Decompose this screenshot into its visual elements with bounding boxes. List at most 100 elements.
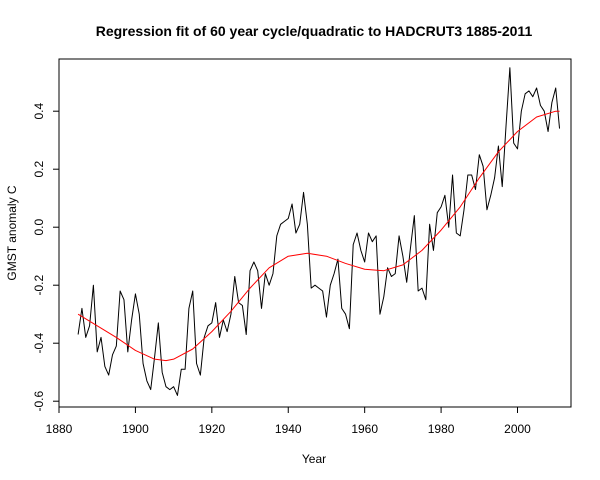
data-point (364, 269, 365, 270)
data-point (292, 204, 293, 205)
data-point (353, 244, 354, 245)
data-point (548, 131, 549, 132)
data-point (173, 386, 174, 387)
data-point (265, 273, 266, 274)
data-point (334, 273, 335, 274)
data-point (269, 285, 270, 286)
y-axis-label: GMST anomaly C (5, 185, 19, 280)
data-point (536, 117, 537, 118)
x-tick-label: 1980 (428, 422, 455, 436)
data-point (227, 331, 228, 332)
x-tick-label: 1960 (351, 422, 378, 436)
data-point (315, 285, 316, 286)
data-point (326, 256, 327, 257)
data-point (192, 349, 193, 350)
data-point (311, 288, 312, 289)
data-point (246, 334, 247, 335)
data-point (276, 235, 277, 236)
data-point (395, 273, 396, 274)
data-point (318, 288, 319, 289)
data-point (173, 359, 174, 360)
data-point (467, 175, 468, 176)
data-point (521, 111, 522, 112)
data-point (261, 308, 262, 309)
data-point (513, 143, 514, 144)
data-point (456, 233, 457, 234)
data-point (93, 285, 94, 286)
data-point (452, 175, 453, 176)
data-point (437, 212, 438, 213)
data-point (341, 308, 342, 309)
data-point (101, 337, 102, 338)
data-point (410, 247, 411, 248)
data-point (464, 209, 465, 210)
data-point (131, 320, 132, 321)
data-point (559, 128, 560, 129)
data-point (479, 177, 480, 178)
data-point (536, 88, 537, 89)
y-tick-label: 0.0 (32, 219, 46, 236)
data-point (116, 346, 117, 347)
data-point (78, 314, 79, 315)
series-0 (77, 67, 561, 396)
data-point (78, 334, 79, 335)
series-layer (77, 67, 561, 396)
data-point (116, 337, 117, 338)
data-point (146, 380, 147, 381)
data-point (460, 235, 461, 236)
data-point (555, 88, 556, 89)
data-point (284, 221, 285, 222)
data-point (150, 389, 151, 390)
data-point (345, 314, 346, 315)
data-point (322, 291, 323, 292)
data-point (269, 267, 270, 268)
data-point (399, 235, 400, 236)
data-point (104, 366, 105, 367)
data-point (208, 325, 209, 326)
data-point (364, 262, 365, 263)
data-point (528, 90, 529, 91)
data-point (551, 102, 552, 103)
data-point (139, 314, 140, 315)
data-point (188, 308, 189, 309)
data-point (406, 282, 407, 283)
data-point (185, 369, 186, 370)
data-point (280, 224, 281, 225)
x-tick-label: 1880 (46, 422, 73, 436)
data-point (135, 350, 136, 351)
data-point (460, 206, 461, 207)
data-point (540, 105, 541, 106)
data-point (81, 308, 82, 309)
data-point (517, 148, 518, 149)
data-point (506, 125, 507, 126)
data-point (525, 93, 526, 94)
data-point (379, 314, 380, 315)
data-point (97, 351, 98, 352)
data-point (444, 195, 445, 196)
data-point (475, 189, 476, 190)
data-point (154, 357, 155, 358)
data-point (162, 372, 163, 373)
data-point (418, 291, 419, 292)
data-point (169, 389, 170, 390)
data-point (242, 305, 243, 306)
x-axis-label: Year (302, 452, 326, 466)
data-point (307, 224, 308, 225)
data-point (441, 206, 442, 207)
data-point (253, 262, 254, 263)
data-point (97, 325, 98, 326)
series-line (77, 110, 560, 362)
series-line (77, 67, 561, 396)
data-point (120, 291, 121, 292)
data-point (257, 270, 258, 271)
data-point (215, 302, 216, 303)
x-tick-label: 1940 (275, 422, 302, 436)
data-point (177, 395, 178, 396)
data-point (234, 276, 235, 277)
data-point (127, 351, 128, 352)
data-point (502, 186, 503, 187)
data-point (559, 111, 560, 112)
data-point (544, 111, 545, 112)
data-point (471, 175, 472, 176)
